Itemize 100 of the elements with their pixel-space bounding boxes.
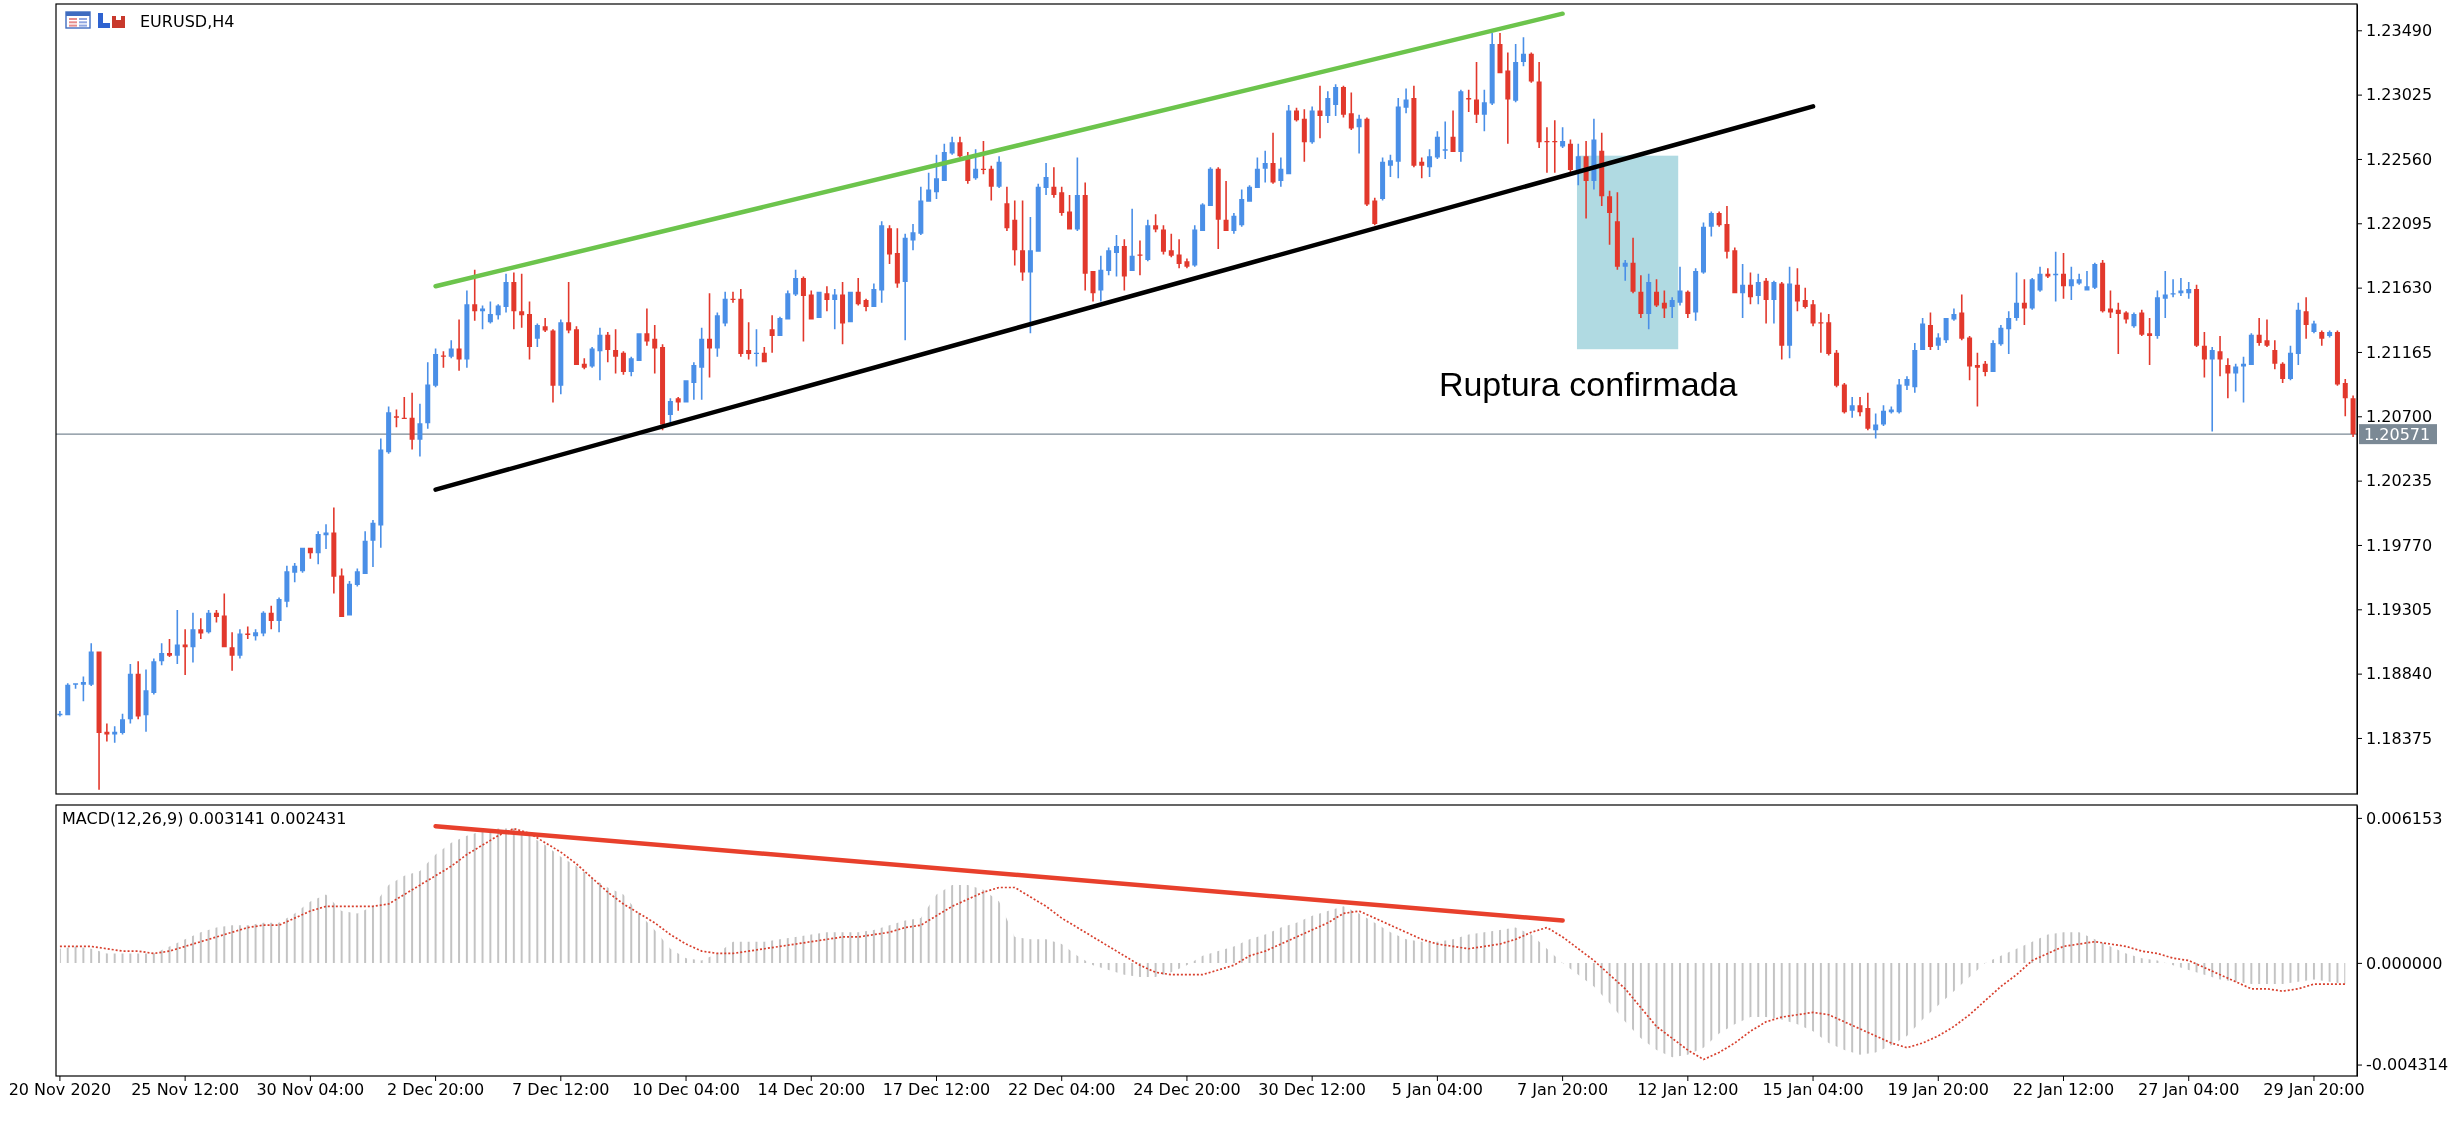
x-tick-label: 5 Jan 04:00 [1391,1080,1483,1100]
candlestick [2225,358,2231,399]
candlestick [245,626,251,640]
candlestick [1356,114,1362,154]
candlestick [104,723,110,742]
candlestick [1505,52,1511,144]
candlestick [1168,233,1174,258]
candlestick [2256,318,2262,346]
y-tick-label: 1.23490 [2366,20,2433,40]
candlestick [1317,85,1323,139]
y-tick-label: -0.004314 [2366,1055,2449,1075]
y-tick-label: 1.21630 [2366,278,2433,298]
candlestick [1497,33,1503,74]
candlestick [2115,302,2121,355]
candlestick [832,289,838,330]
y-tick-label: 1.22095 [2366,213,2433,233]
y-tick-label: 1.22560 [2366,149,2433,169]
candlestick [472,269,478,321]
candlestick [1849,396,1855,418]
x-tick-label: 24 Dec 20:00 [1133,1080,1241,1100]
candlestick [1176,239,1182,269]
candlestick [456,319,462,371]
candlestick [143,669,149,732]
candlestick [323,524,329,550]
y-tick-label: 1.20235 [2366,471,2433,491]
candlestick [1622,259,1628,281]
candlestick [1935,333,1941,350]
x-tick-label: 22 Jan 12:00 [2012,1080,2115,1100]
x-tick-label: 29 Jan 20:00 [2263,1080,2365,1100]
candlestick [1348,92,1354,130]
candlestick [644,308,650,346]
candlestick [1544,127,1550,173]
x-tick-label: 2 Dec 20:00 [386,1080,485,1100]
candlestick [675,396,681,411]
x-tick-label: 27 Jan 04:00 [2138,1080,2240,1100]
candlestick [229,632,235,671]
x-tick-label: 30 Nov 04:00 [256,1080,365,1100]
x-tick-label: 10 Dec 04:00 [632,1080,740,1100]
y-tick-label: 1.18375 [2366,728,2433,748]
x-tick-label: 14 Dec 20:00 [757,1080,866,1100]
x-tick-label: 7 Jan 20:00 [1517,1080,1609,1100]
candlestick [652,324,658,374]
annotation: Ruptura confirmada [1438,364,1738,403]
candlestick [1669,297,1675,319]
candlestick [910,223,916,251]
candlestick [1051,167,1057,198]
x-tick-label: 15 Jan 04:00 [1762,1080,1864,1100]
candlestick [1442,121,1448,159]
candlestick [57,710,63,717]
candlestick [2209,347,2215,432]
candlestick [112,726,118,743]
candlestick [198,618,204,640]
candlestick [1403,88,1409,114]
y-tick-label: 0.006153 [2366,808,2443,828]
candlestick [1262,150,1268,183]
candlestick [2303,297,2309,339]
y-tick-label: 1.20700 [2366,406,2433,426]
candlestick [1419,157,1425,179]
candlestick [1677,266,1683,306]
candlestick [401,396,407,420]
candlestick [769,315,775,353]
candlestick [2178,277,2184,296]
x-tick-label: 12 Jan 12:00 [1637,1080,1739,1100]
y-tick-label: 0.000000 [2366,953,2443,973]
x-tick-label: 17 Dec 12:00 [882,1080,991,1100]
candlestick [2162,271,2168,319]
candlestick [1802,287,1808,309]
candlestick [2045,268,2051,278]
candlestick [824,286,830,312]
chart-title: MACD(12,26,9) 0.003141 0.002431 [62,809,347,828]
y-tick-label: 1.21165 [2366,342,2433,362]
candlestick [1818,312,1824,353]
candlestick [542,318,548,332]
x-tick-label: 25 Nov 12:00 [131,1080,240,1100]
text: EURUSD,H4 [140,12,235,31]
candlestick [2264,319,2270,348]
candlestick [1129,208,1135,272]
x-tick-label: 20 Nov 2020 [8,1080,112,1100]
x-tick-label: 7 Dec 12:00 [512,1080,610,1100]
candlestick [2217,336,2223,377]
candlestick [1137,240,1143,276]
y-tick-label: 1.19770 [2366,535,2433,555]
candlestick [2186,282,2192,299]
candlestick [417,403,423,457]
candlestick [2170,279,2176,298]
x-tick-label: 30 Dec 12:00 [1258,1080,1366,1100]
candlestick [1223,181,1229,231]
candlestick [1552,120,1558,173]
candlestick [597,327,603,381]
y-tick-label: 1.19305 [2366,599,2433,619]
candlestick [370,520,376,568]
y-tick-label: 1.18840 [2366,664,2433,684]
candlestick [182,629,188,676]
y-tick-label: 1.23025 [2366,85,2433,105]
candlestick [2006,311,2012,355]
x-tick-label: 19 Jan 20:00 [1887,1080,1989,1100]
candlestick [190,612,196,663]
candlestick [2084,271,2090,291]
candlestick [1043,163,1049,195]
x-tick-label: 22 Dec 04:00 [1007,1080,1116,1100]
